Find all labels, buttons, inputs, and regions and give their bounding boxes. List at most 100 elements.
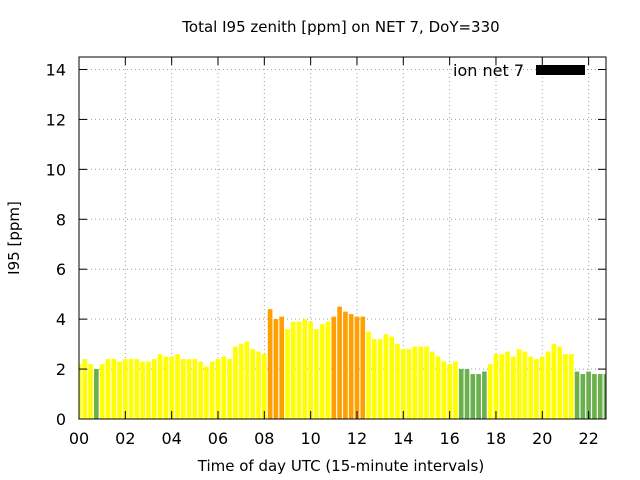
bar <box>534 359 539 419</box>
bar <box>360 316 366 419</box>
bar <box>192 359 198 419</box>
legend-label: ion net 7 <box>453 61 524 80</box>
bar <box>400 349 406 419</box>
bar <box>308 321 313 419</box>
bar <box>366 331 371 419</box>
x-tick-label: 12 <box>347 429 367 448</box>
bar <box>325 321 331 419</box>
x-tick-label: 22 <box>578 429 598 448</box>
plot-frame <box>78 56 607 420</box>
bar <box>337 306 342 419</box>
bar <box>88 364 93 419</box>
bar <box>458 369 464 419</box>
bar <box>447 364 452 419</box>
bar <box>418 346 423 419</box>
bar <box>574 371 580 419</box>
gridlines <box>79 57 606 419</box>
bar <box>441 361 447 419</box>
chart-title: Total I95 zenith [ppm] on NET 7, DoY=330 <box>181 18 499 36</box>
bars <box>79 306 606 419</box>
bar <box>163 356 169 419</box>
bar <box>331 316 337 419</box>
bar <box>372 339 377 419</box>
y-tick-label: 0 <box>56 410 66 429</box>
x-tick-label: 02 <box>115 429 135 448</box>
x-axis-label: Time of day UTC (15-minute intervals) <box>197 457 484 475</box>
bar <box>238 344 244 419</box>
x-tick-label: 16 <box>439 429 459 448</box>
bar <box>94 369 99 419</box>
bar <box>204 366 209 419</box>
y-axis-label: I95 [ppm] <box>5 201 23 275</box>
bar <box>319 324 325 419</box>
bar <box>123 359 128 419</box>
x-tick-label: 08 <box>254 429 274 448</box>
bar <box>470 374 476 419</box>
bar <box>348 314 354 419</box>
y-tick-label: 8 <box>56 210 66 229</box>
bar <box>424 346 429 419</box>
bar <box>580 374 586 419</box>
bar <box>157 354 163 419</box>
bar <box>539 356 545 419</box>
bar <box>198 361 203 419</box>
bar <box>464 369 470 419</box>
bar <box>180 359 186 419</box>
bar <box>134 359 140 419</box>
bar <box>482 371 487 419</box>
bar <box>528 356 534 419</box>
bar <box>551 344 557 419</box>
x-tick-label: 04 <box>161 429 181 448</box>
bar <box>545 351 551 419</box>
bar <box>215 359 221 419</box>
bar <box>111 359 117 419</box>
y-tick-label: 12 <box>46 110 66 129</box>
bar <box>493 354 499 419</box>
x-tick-label: 00 <box>69 429 89 448</box>
bar <box>151 359 157 419</box>
bar <box>516 349 522 419</box>
bar <box>99 364 105 419</box>
bar <box>354 316 360 419</box>
bar <box>221 356 227 419</box>
y-tick-label: 2 <box>56 360 66 379</box>
bar <box>435 356 441 419</box>
bar <box>117 361 122 419</box>
bar <box>412 346 418 419</box>
bar <box>209 361 215 419</box>
bar <box>586 371 591 419</box>
y-tick-labels: 0 2 4 6 8 10 12 14 <box>46 60 66 429</box>
bar <box>597 374 603 419</box>
bar <box>82 359 88 419</box>
bar <box>389 336 395 419</box>
bar <box>568 354 574 419</box>
bar <box>296 321 302 419</box>
bar <box>233 346 238 419</box>
bar <box>511 356 516 419</box>
bar <box>267 309 273 419</box>
bar <box>557 346 562 419</box>
bar <box>186 359 192 419</box>
bar <box>406 349 412 419</box>
bar <box>262 354 267 419</box>
legend: ion net 7 <box>453 61 585 80</box>
bar <box>383 334 389 419</box>
bar <box>395 344 400 419</box>
bar <box>302 319 308 419</box>
bar <box>314 329 319 419</box>
bar <box>563 354 568 419</box>
bar <box>169 356 174 419</box>
axis-ticks <box>78 57 606 420</box>
bar <box>453 361 458 419</box>
bar <box>429 351 435 419</box>
bar <box>343 311 348 419</box>
bar <box>476 374 481 419</box>
bar <box>522 351 528 419</box>
y-tick-label: 4 <box>56 310 66 329</box>
y-tick-label: 14 <box>46 60 66 79</box>
x-tick-label: 20 <box>532 429 552 448</box>
bar <box>244 341 250 419</box>
bar <box>290 321 296 419</box>
bar <box>79 364 82 419</box>
